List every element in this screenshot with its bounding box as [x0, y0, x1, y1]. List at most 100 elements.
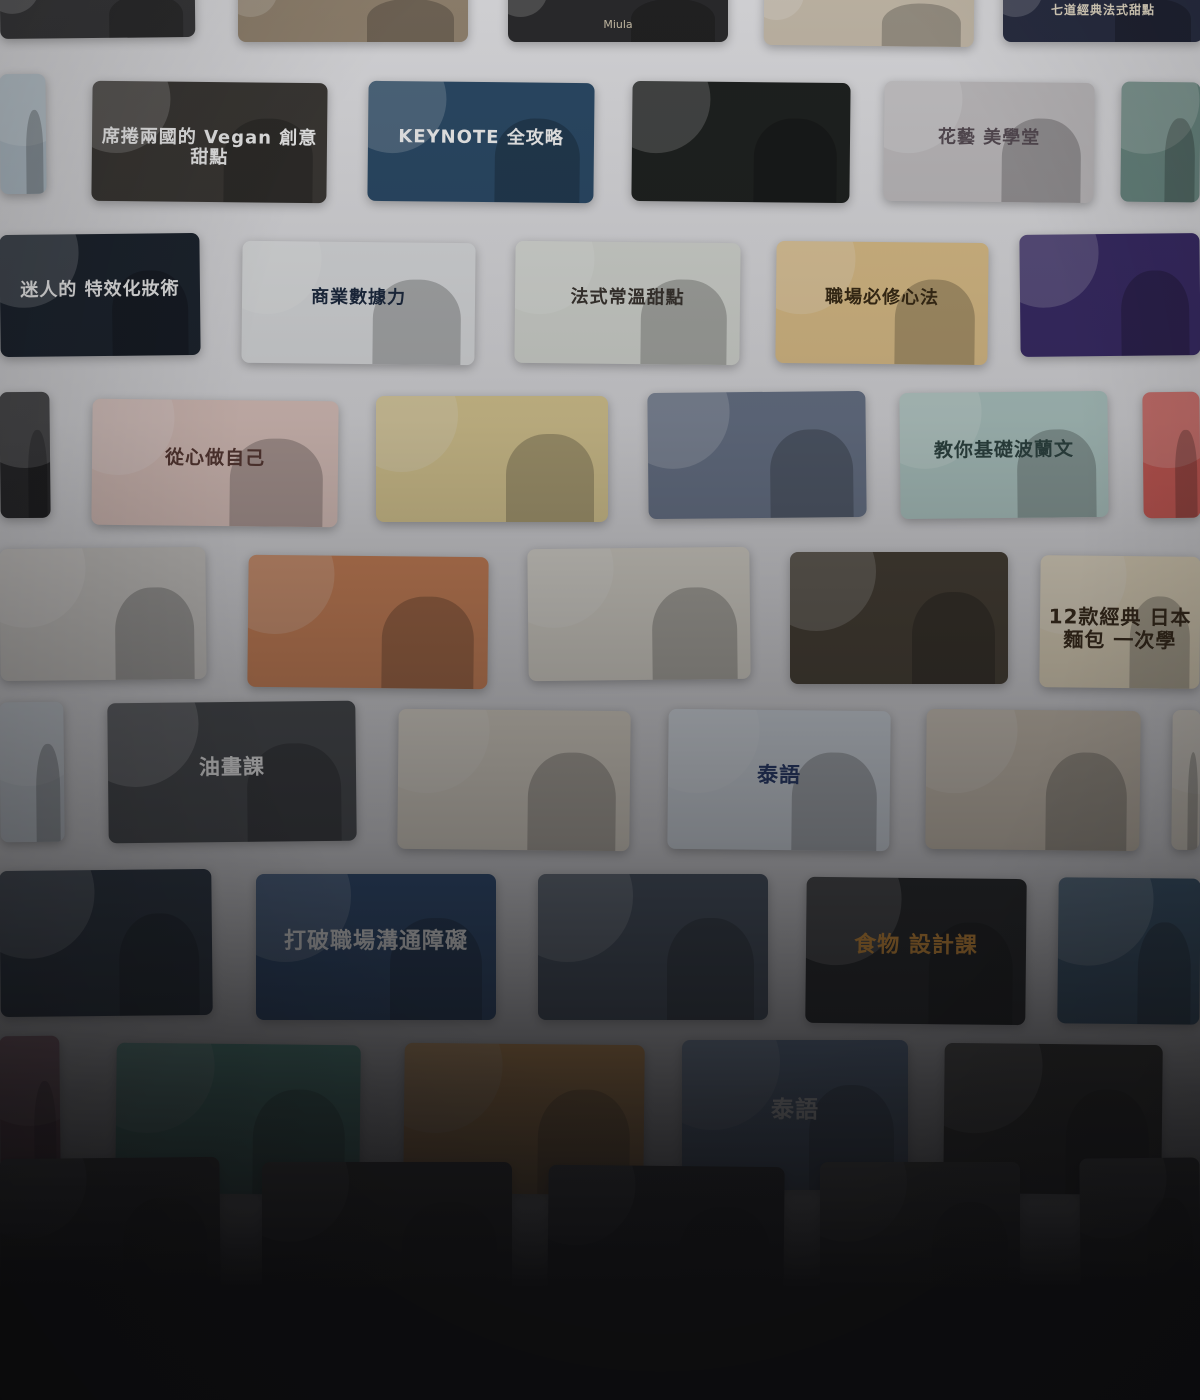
card-figure-silhouette: [35, 743, 61, 842]
card-decoration: [397, 708, 491, 794]
course-card[interactable]: [0, 0, 196, 40]
card-figure-silhouette: [666, 917, 755, 1020]
course-card[interactable]: [0, 73, 47, 195]
card-figure-silhouette: [527, 752, 617, 852]
card-title: 食物 設計課: [854, 932, 979, 960]
course-card[interactable]: 油畫課: [107, 700, 357, 844]
card-figure-silhouette: [27, 429, 48, 518]
course-card[interactable]: [0, 868, 213, 1018]
card-decoration: [238, 0, 279, 18]
course-card[interactable]: 法式常溫甜點: [514, 240, 741, 366]
card-title: 泰語: [756, 762, 802, 788]
course-card[interactable]: [763, 0, 975, 48]
course-card[interactable]: KEYNOTE 全攻略: [367, 80, 595, 204]
course-card[interactable]: [0, 1156, 221, 1294]
course-card[interactable]: 從心做自己: [91, 398, 339, 528]
card-title: 席捲兩國的 Vegan 創意甜點: [101, 125, 318, 169]
course-card[interactable]: 席捲兩國的 Vegan 創意甜點: [91, 80, 328, 204]
card-title: 法式常溫甜點: [570, 286, 685, 309]
card-decoration: [527, 546, 614, 629]
card-figure-silhouette: [1146, 1197, 1194, 1292]
card-figure-silhouette: [1174, 429, 1198, 518]
card-figure-silhouette: [1045, 752, 1128, 851]
course-card[interactable]: [1142, 391, 1200, 519]
card-decoration: [820, 1162, 908, 1243]
course-card[interactable]: [647, 390, 867, 520]
card-decoration: [403, 1042, 503, 1134]
course-card[interactable]: [262, 1162, 512, 1296]
card-decoration: [376, 396, 458, 472]
card-title: 從心做自己: [164, 446, 266, 470]
course-card[interactable]: [1019, 233, 1200, 357]
card-title: 迷人的 特效化妝術: [20, 278, 180, 302]
card-decoration: [547, 1164, 637, 1247]
card-figure-silhouette: [753, 118, 838, 204]
card-decoration: [262, 1162, 350, 1243]
card-figure-silhouette: [118, 912, 201, 1016]
course-card[interactable]: 七道經典法式甜點: [1003, 0, 1200, 42]
card-title: 教你基礎波蘭文: [933, 438, 1075, 462]
card-title: 商業數據力: [310, 286, 407, 309]
card-figure-silhouette: [679, 1206, 771, 1302]
course-card[interactable]: Miula: [508, 0, 728, 42]
course-card[interactable]: [238, 0, 468, 42]
card-decoration: [647, 390, 731, 470]
card-title: 12款經典 日本麵包 一次學: [1048, 604, 1192, 653]
card-decoration: [0, 0, 41, 15]
course-card[interactable]: 食物 設計課: [805, 876, 1027, 1026]
card-decoration: [115, 1042, 215, 1134]
course-card[interactable]: [820, 1162, 1020, 1296]
card-figure-silhouette: [652, 586, 738, 680]
card-title: 打破職場溝通障礙: [283, 929, 468, 955]
card-figure-silhouette: [115, 586, 195, 680]
course-card[interactable]: [0, 546, 207, 682]
card-title: 泰語: [771, 1097, 819, 1123]
card-title: 七道經典法式甜點: [1050, 2, 1155, 17]
card-figure-silhouette: [932, 1202, 1008, 1296]
course-card[interactable]: [527, 546, 751, 682]
card-decoration: [247, 554, 335, 635]
card-figure-silhouette: [505, 433, 595, 522]
card-figure-silhouette: [122, 1197, 208, 1292]
course-card[interactable]: 教你基礎波蘭文: [899, 390, 1109, 520]
course-card[interactable]: [1079, 1157, 1200, 1293]
card-title: 油畫課: [198, 754, 266, 780]
card-figure-silhouette: [881, 2, 962, 47]
card-decoration: [0, 1156, 88, 1240]
course-card[interactable]: [0, 701, 65, 843]
course-card[interactable]: [790, 552, 1008, 684]
course-card[interactable]: [247, 554, 489, 690]
course-card[interactable]: [547, 1164, 785, 1302]
card-decoration: [0, 868, 96, 960]
card-decoration: [508, 0, 549, 18]
card-figure-silhouette: [381, 595, 474, 690]
course-card[interactable]: [1171, 709, 1200, 851]
card-figure-silhouette: [1186, 752, 1199, 851]
card-subtitle: Miula: [603, 18, 633, 32]
card-figure-silhouette: [109, 0, 184, 38]
course-card[interactable]: 職場必修心法: [775, 240, 989, 366]
course-card[interactable]: [397, 708, 631, 852]
card-decoration: [763, 0, 805, 21]
course-card[interactable]: 花藝 美學堂: [883, 80, 1095, 204]
course-card[interactable]: 迷人的 特效化妝術: [0, 232, 201, 358]
card-title: KEYNOTE 全攻略: [398, 125, 564, 149]
course-card[interactable]: 泰語: [667, 708, 891, 852]
card-decoration: [925, 708, 1019, 794]
course-card[interactable]: 商業數據力: [241, 240, 476, 366]
course-card[interactable]: [538, 874, 768, 1020]
course-card[interactable]: 打破職場溝通障礙: [256, 874, 496, 1020]
card-figure-silhouette: [1164, 118, 1196, 203]
card-title: 職場必修心法: [824, 286, 940, 309]
course-card[interactable]: [376, 396, 608, 522]
course-card[interactable]: [1120, 81, 1200, 203]
course-card[interactable]: [1057, 877, 1200, 1025]
card-figure-silhouette: [1120, 269, 1190, 356]
course-card[interactable]: 12款經典 日本麵包 一次學: [1039, 555, 1200, 689]
card-figure-silhouette: [912, 591, 995, 684]
course-card[interactable]: [0, 391, 51, 519]
card-decoration: [0, 546, 86, 629]
course-card[interactable]: [631, 80, 851, 204]
course-card[interactable]: [925, 708, 1141, 852]
card-figure-silhouette: [1136, 921, 1192, 1025]
